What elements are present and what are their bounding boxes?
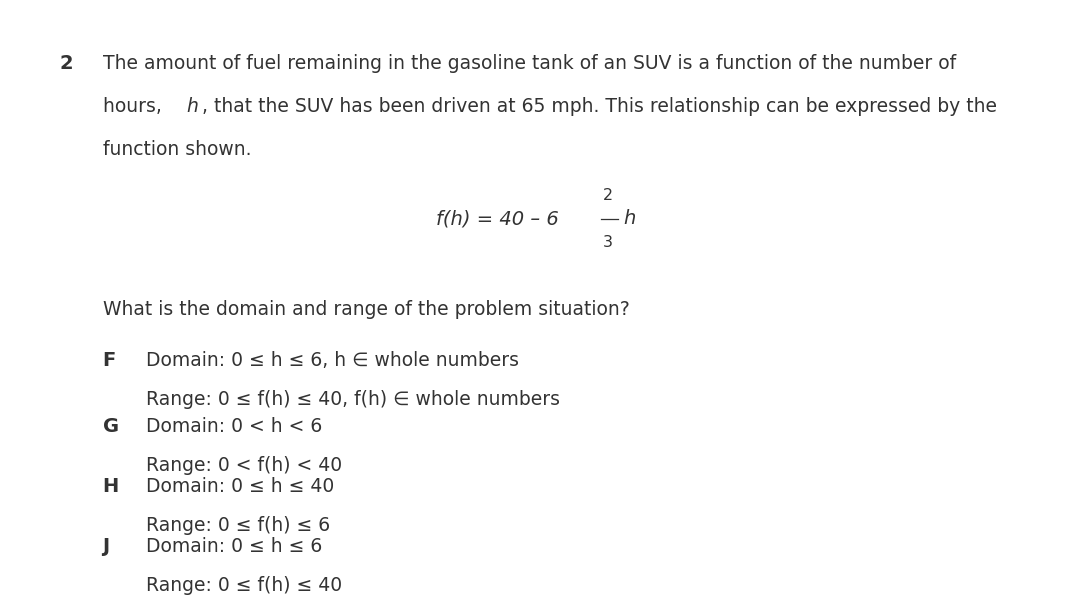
- Text: Domain: 0 ≤ h ≤ 6, h ∈ whole numbers: Domain: 0 ≤ h ≤ 6, h ∈ whole numbers: [146, 351, 518, 370]
- Text: F: F: [103, 351, 116, 370]
- Text: H: H: [103, 477, 119, 496]
- Text: Domain: 0 ≤ h ≤ 6: Domain: 0 ≤ h ≤ 6: [146, 537, 322, 556]
- Text: What is the domain and range of the problem situation?: What is the domain and range of the prob…: [103, 300, 630, 319]
- Text: Range: 0 < f(h) < 40: Range: 0 < f(h) < 40: [146, 456, 342, 475]
- Text: 3: 3: [603, 235, 612, 250]
- Text: G: G: [103, 417, 119, 436]
- Text: h: h: [187, 97, 199, 116]
- Text: Range: 0 ≤ f(h) ≤ 40, f(h) ∈ whole numbers: Range: 0 ≤ f(h) ≤ 40, f(h) ∈ whole numbe…: [146, 390, 559, 409]
- Text: function shown.: function shown.: [103, 140, 251, 160]
- Text: Range: 0 ≤ f(h) ≤ 6: Range: 0 ≤ f(h) ≤ 6: [146, 516, 329, 535]
- Text: The amount of fuel remaining in the gasoline tank of an SUV is a function of the: The amount of fuel remaining in the gaso…: [103, 54, 956, 73]
- Text: h: h: [623, 209, 636, 229]
- Text: J: J: [103, 537, 110, 556]
- Text: , that the SUV has been driven at 65 mph. This relationship can be expressed by : , that the SUV has been driven at 65 mph…: [202, 97, 997, 116]
- Text: 2: 2: [603, 188, 612, 203]
- Text: hours,: hours,: [103, 97, 167, 116]
- Text: 2: 2: [59, 54, 73, 73]
- Text: Range: 0 ≤ f(h) ≤ 40: Range: 0 ≤ f(h) ≤ 40: [146, 576, 342, 595]
- Text: Domain: 0 ≤ h ≤ 40: Domain: 0 ≤ h ≤ 40: [146, 477, 334, 496]
- Text: f(h) = 40 – 6: f(h) = 40 – 6: [436, 209, 565, 229]
- Text: Domain: 0 < h < 6: Domain: 0 < h < 6: [146, 417, 322, 436]
